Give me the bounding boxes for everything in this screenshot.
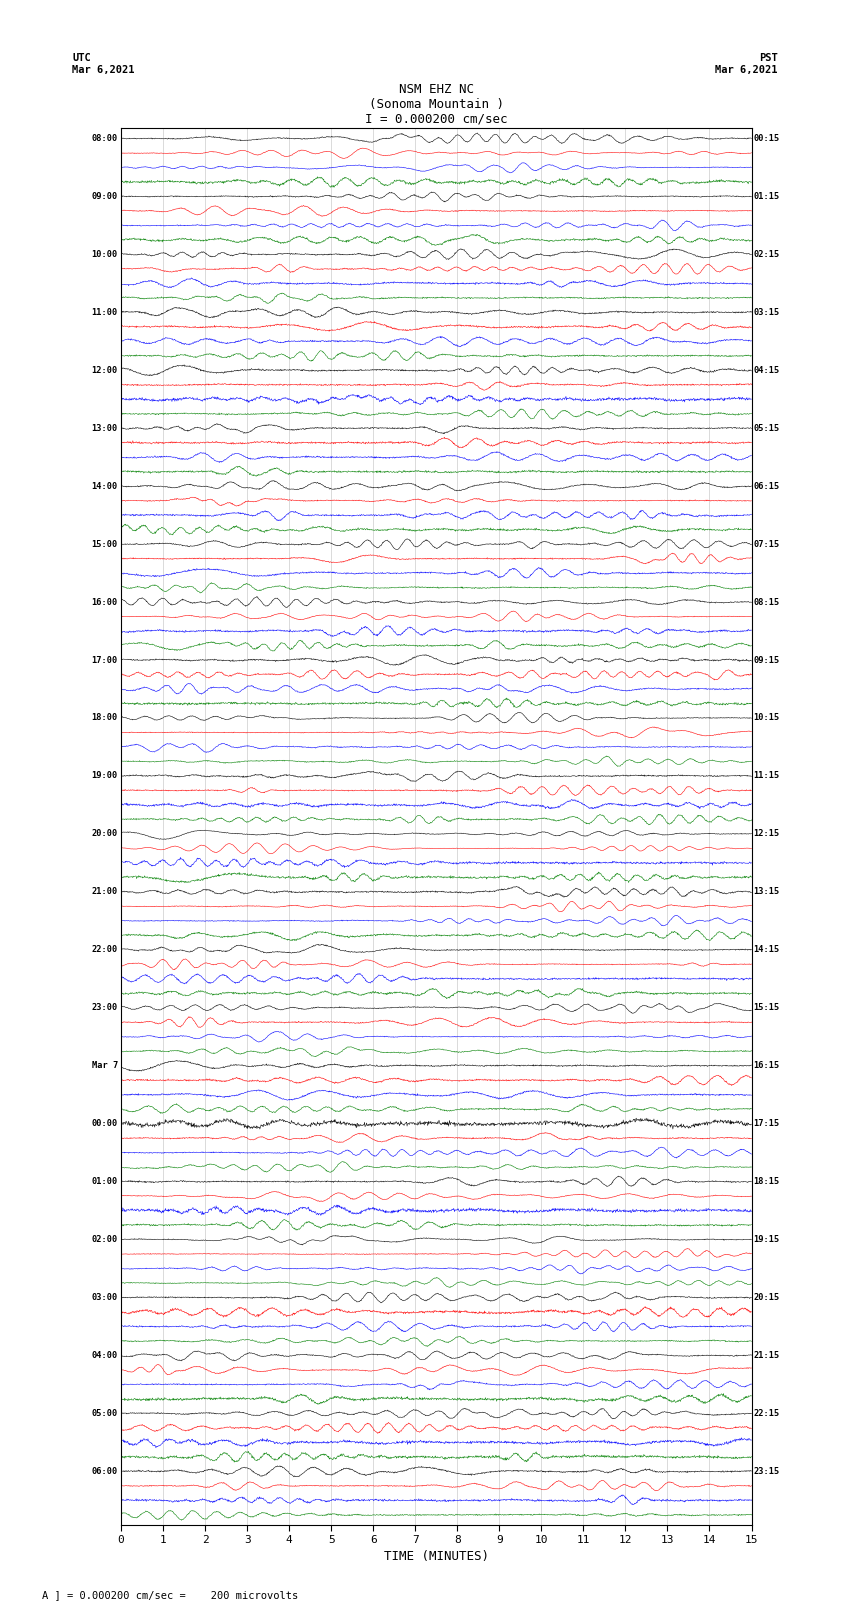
Text: Mar 7: Mar 7: [92, 1061, 118, 1069]
Text: 05:15: 05:15: [753, 424, 779, 432]
Text: 23:00: 23:00: [92, 1003, 118, 1013]
Text: 05:00: 05:00: [92, 1408, 118, 1418]
Text: 21:00: 21:00: [92, 887, 118, 897]
Text: 12:15: 12:15: [753, 829, 779, 839]
Text: UTC
Mar 6,2021: UTC Mar 6,2021: [72, 53, 135, 74]
Text: 17:15: 17:15: [753, 1119, 779, 1127]
Text: 18:15: 18:15: [753, 1177, 779, 1186]
Text: 17:00: 17:00: [92, 655, 118, 665]
Text: 02:00: 02:00: [92, 1236, 118, 1244]
Text: 15:15: 15:15: [753, 1003, 779, 1013]
Text: 08:00: 08:00: [92, 134, 118, 144]
Text: 19:00: 19:00: [92, 771, 118, 781]
Text: 08:15: 08:15: [753, 597, 779, 606]
Text: 15:00: 15:00: [92, 540, 118, 548]
Text: 13:00: 13:00: [92, 424, 118, 432]
Text: 09:15: 09:15: [753, 655, 779, 665]
Text: 01:00: 01:00: [92, 1177, 118, 1186]
Text: 13:15: 13:15: [753, 887, 779, 897]
Text: 04:15: 04:15: [753, 366, 779, 374]
Text: 06:00: 06:00: [92, 1466, 118, 1476]
Text: 22:00: 22:00: [92, 945, 118, 955]
Text: 10:00: 10:00: [92, 250, 118, 258]
Text: 19:15: 19:15: [753, 1236, 779, 1244]
Text: 14:00: 14:00: [92, 482, 118, 490]
Text: 16:00: 16:00: [92, 597, 118, 606]
Text: 14:15: 14:15: [753, 945, 779, 955]
Text: 18:00: 18:00: [92, 713, 118, 723]
Text: 20:15: 20:15: [753, 1294, 779, 1302]
Text: 01:15: 01:15: [753, 192, 779, 202]
Text: 22:15: 22:15: [753, 1408, 779, 1418]
Text: 03:00: 03:00: [92, 1294, 118, 1302]
Text: 21:15: 21:15: [753, 1352, 779, 1360]
X-axis label: TIME (MINUTES): TIME (MINUTES): [384, 1550, 489, 1563]
Text: 10:15: 10:15: [753, 713, 779, 723]
Text: 06:15: 06:15: [753, 482, 779, 490]
Text: 11:00: 11:00: [92, 308, 118, 316]
Text: 23:15: 23:15: [753, 1466, 779, 1476]
Text: 07:15: 07:15: [753, 540, 779, 548]
Text: 16:15: 16:15: [753, 1061, 779, 1069]
Text: 00:15: 00:15: [753, 134, 779, 144]
Text: A ] = 0.000200 cm/sec =    200 microvolts: A ] = 0.000200 cm/sec = 200 microvolts: [42, 1590, 298, 1600]
Text: 09:00: 09:00: [92, 192, 118, 202]
Text: 00:00: 00:00: [92, 1119, 118, 1127]
Text: 04:00: 04:00: [92, 1352, 118, 1360]
Text: 11:15: 11:15: [753, 771, 779, 781]
Text: 02:15: 02:15: [753, 250, 779, 258]
Text: 03:15: 03:15: [753, 308, 779, 316]
Text: 12:00: 12:00: [92, 366, 118, 374]
Text: PST
Mar 6,2021: PST Mar 6,2021: [715, 53, 778, 74]
Text: 20:00: 20:00: [92, 829, 118, 839]
Title: NSM EHZ NC
(Sonoma Mountain )
I = 0.000200 cm/sec: NSM EHZ NC (Sonoma Mountain ) I = 0.0002…: [365, 82, 507, 126]
